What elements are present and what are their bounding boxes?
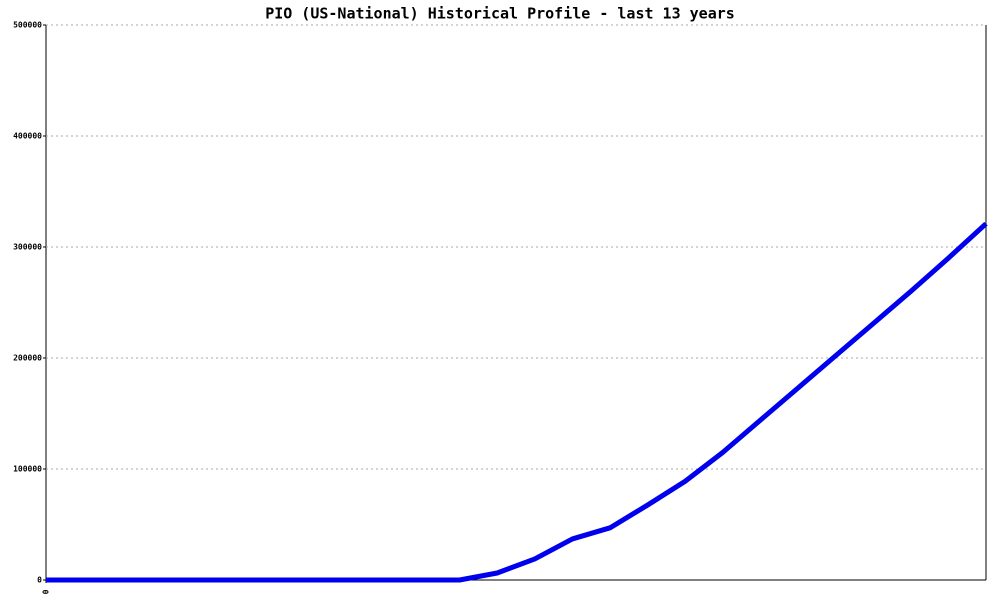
y-tick-label: 0: [37, 576, 42, 585]
y-tick-label: 300000: [13, 243, 42, 252]
x-tick-label: 0: [42, 589, 51, 594]
y-tick-label: 200000: [13, 354, 42, 363]
data-line: [46, 221, 988, 583]
y-tick-label: 500000: [13, 21, 42, 30]
chart-title: PIO (US-National) Historical Profile - l…: [265, 5, 735, 23]
y-tick-label: 400000: [13, 132, 42, 141]
y-tick-label: 100000: [13, 465, 42, 474]
